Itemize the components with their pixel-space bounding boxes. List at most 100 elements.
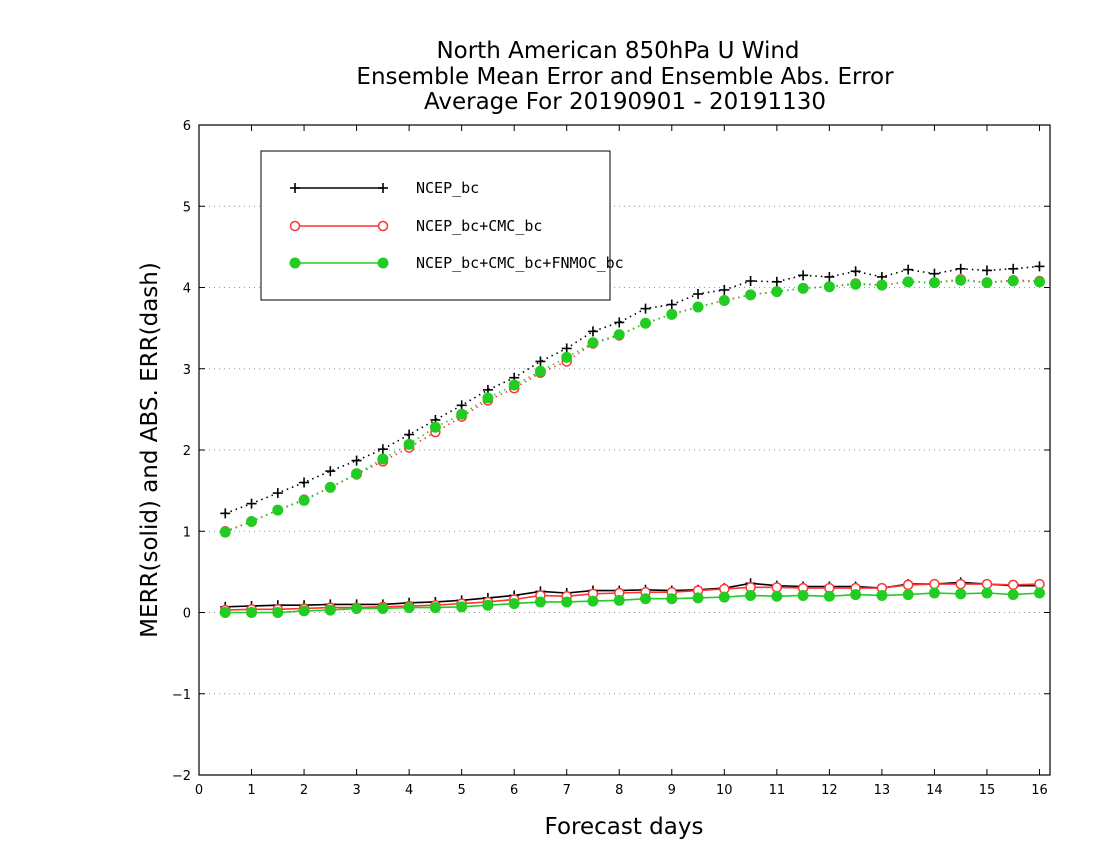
legend-label-1: NCEP_bc+CMC_bc bbox=[416, 217, 542, 235]
series-0-abs_err-point-14 bbox=[587, 326, 598, 337]
series-2-mean_err-point-21 bbox=[771, 590, 783, 602]
x-tick-label-16: 16 bbox=[1031, 783, 1048, 798]
series-0-abs_err-line bbox=[225, 265, 1040, 515]
x-tick-label-14: 14 bbox=[926, 783, 943, 798]
x-tick-label-5: 5 bbox=[458, 783, 466, 798]
y-tick-label-3: 1 bbox=[183, 525, 191, 540]
series-1 bbox=[220, 274, 1045, 616]
series-2-abs_err-point-23 bbox=[823, 281, 835, 293]
x-tick-label-11: 11 bbox=[769, 783, 786, 798]
series-2-abs_err-point-31 bbox=[1033, 276, 1045, 288]
x-tick-label-12: 12 bbox=[821, 783, 838, 798]
series-0-abs_err-point-1 bbox=[246, 498, 257, 509]
series-0-abs_err-point-24 bbox=[850, 266, 861, 277]
series-2-mean_err-line bbox=[225, 592, 1040, 614]
series-0-abs_err-point-15 bbox=[614, 317, 625, 328]
series-2-mean_err-point-11 bbox=[508, 598, 520, 610]
series-2-mean_err-point-3 bbox=[298, 605, 310, 617]
legend-entry-1: NCEP_bc+CMC_bc bbox=[289, 217, 542, 235]
x-tick-label-6: 6 bbox=[510, 783, 518, 798]
series-2-abs_err-point-4 bbox=[324, 481, 336, 493]
x-tick-label-4: 4 bbox=[405, 783, 413, 798]
x-tick-label-10: 10 bbox=[716, 783, 733, 798]
series-2-abs_err-point-18 bbox=[692, 301, 704, 313]
x-tick-label-3: 3 bbox=[352, 783, 360, 798]
x-tick-label-15: 15 bbox=[979, 783, 996, 798]
series-1-abs_err-line bbox=[225, 278, 1040, 533]
title-line-2: Ensemble Mean Error and Ensemble Abs. Er… bbox=[356, 64, 894, 90]
x-tick-label-0: 0 bbox=[195, 783, 203, 798]
series-2-mean_err-point-31 bbox=[1033, 587, 1045, 599]
series-2-mean_err-point-22 bbox=[797, 589, 809, 601]
series-2-abs_err-point-5 bbox=[351, 468, 363, 480]
series-0-abs_err-point-20 bbox=[745, 276, 756, 286]
chart-title: North American 850hPa U Wind Ensemble Me… bbox=[356, 38, 894, 115]
legend-label-0: NCEP_bc bbox=[416, 179, 479, 197]
legend-entry-2: NCEP_bc+CMC_bc+FNMOC_bc bbox=[289, 254, 624, 272]
series-2-mean_err-point-30 bbox=[1007, 589, 1019, 601]
series-0-abs_err-point-9 bbox=[456, 400, 467, 411]
series-2-abs_err-point-22 bbox=[797, 282, 809, 294]
series-2-abs_err-point-28 bbox=[955, 274, 967, 286]
series-0-abs_err-point-23 bbox=[824, 271, 835, 282]
series-2-abs_err-point-8 bbox=[429, 421, 441, 433]
legend-marker-start-2 bbox=[289, 257, 301, 269]
series-2-abs_err-point-15 bbox=[613, 329, 625, 341]
series-0-abs_err-point-6 bbox=[377, 444, 388, 455]
legend-marker-start-1 bbox=[289, 220, 301, 232]
series-2-abs_err-point-21 bbox=[771, 286, 783, 298]
series-2-mean_err-point-1 bbox=[246, 607, 258, 618]
y-tick-label-6: 4 bbox=[183, 282, 191, 297]
series-2-abs_err-point-11 bbox=[508, 379, 520, 391]
series-2-abs_err-point-6 bbox=[377, 453, 389, 465]
series-2-abs_err-point-12 bbox=[534, 365, 546, 377]
legend-marker-end-0 bbox=[378, 183, 388, 193]
series-2-mean_err-point-28 bbox=[955, 588, 967, 600]
series-2-mean_err-point-10 bbox=[482, 599, 494, 611]
x-tick-label-13: 13 bbox=[874, 783, 891, 798]
series-0-abs_err-point-19 bbox=[719, 284, 730, 295]
series-2-abs_err-point-0 bbox=[219, 526, 231, 538]
series-0-abs_err-point-4 bbox=[325, 466, 336, 477]
series-1-mean_err-point-27 bbox=[929, 578, 940, 590]
series-2-mean_err-point-25 bbox=[876, 589, 888, 601]
series-2-abs_err-point-13 bbox=[561, 351, 573, 363]
series-2-mean_err-point-7 bbox=[403, 602, 415, 614]
x-tick-label-2: 2 bbox=[300, 783, 308, 798]
series-2-abs_err-point-14 bbox=[587, 337, 599, 349]
series-2-abs_err-point-3 bbox=[298, 494, 310, 506]
series-2-mean_err-point-24 bbox=[850, 589, 862, 601]
series-2-mean_err-point-5 bbox=[351, 602, 363, 614]
series-2-abs_err-point-16 bbox=[640, 317, 652, 329]
series-0-abs_err-point-27 bbox=[929, 268, 940, 279]
series-0-abs_err-point-13 bbox=[561, 343, 572, 354]
series-0-abs_err-point-22 bbox=[798, 270, 809, 281]
y-tick-label-2: 0 bbox=[183, 607, 191, 622]
title-line-1: North American 850hPa U Wind bbox=[436, 38, 799, 64]
series-2-mean_err-point-17 bbox=[666, 593, 678, 605]
series-2-mean_err-point-26 bbox=[902, 589, 914, 601]
y-axis: −2 −1 0 1 2 3 4 5 6 bbox=[172, 119, 1050, 784]
series-0-abs_err-point-18 bbox=[693, 289, 704, 299]
series-0-abs_err-point-17 bbox=[666, 299, 677, 310]
legend-marker-end-2 bbox=[377, 257, 389, 269]
series-1-mean_err-point-26 bbox=[902, 579, 914, 591]
y-axis-label: MERR(solid) and ABS. ERR(dash) bbox=[137, 262, 163, 638]
x-axis: 0 1 2 3 4 5 6 7 8 9 10 11 12 13 14 15 16 bbox=[195, 125, 1048, 798]
series-2-mean_err-point-18 bbox=[692, 592, 704, 604]
series-0-abs_err-point-7 bbox=[404, 429, 415, 440]
series-2-abs_err-point-29 bbox=[981, 277, 993, 289]
title-line-3: Average For 20190901 - 20191130 bbox=[424, 89, 826, 115]
series-2-mean_err-point-0 bbox=[219, 607, 231, 618]
series-layer bbox=[219, 261, 1045, 618]
x-tick-label-1: 1 bbox=[247, 783, 255, 798]
x-tick-label-8: 8 bbox=[615, 783, 623, 798]
y-tick-label-1: −1 bbox=[172, 688, 191, 703]
series-2-abs_err-point-10 bbox=[482, 392, 494, 404]
series-2-abs_err-line bbox=[224, 279, 1040, 533]
series-2-abs_err-point-19 bbox=[718, 295, 730, 306]
series-2-abs_err-point-30 bbox=[1007, 275, 1019, 287]
series-0-abs_err-point-2 bbox=[272, 488, 283, 499]
series-2-abs_err-point-20 bbox=[745, 289, 757, 301]
